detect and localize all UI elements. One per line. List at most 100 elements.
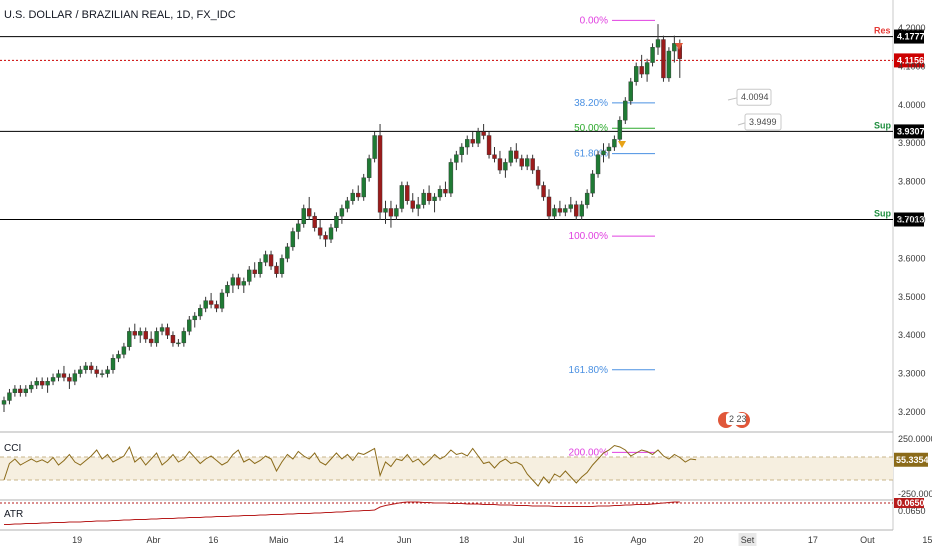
candle-body xyxy=(432,196,437,202)
candle-body xyxy=(661,39,666,79)
candle-body xyxy=(568,204,573,209)
candle-body xyxy=(595,154,601,175)
levels-layer: Res 4.1777 4.1156 Sup 3.9307 Sup 3.7013 xyxy=(0,26,925,227)
candle-body xyxy=(154,331,159,344)
candle-body xyxy=(623,100,628,121)
candle-body xyxy=(143,331,148,340)
candle-body xyxy=(535,169,541,186)
candle-body xyxy=(187,319,192,332)
atr-value-tag xyxy=(894,498,924,508)
candle-body xyxy=(116,354,121,359)
candle-body xyxy=(530,158,535,171)
cci-pane-label: CCI xyxy=(4,443,21,454)
candle-body xyxy=(67,377,72,382)
candle-body xyxy=(230,277,236,286)
price-tick-label: 3.4000 xyxy=(898,330,926,340)
time-tick-label: 14 xyxy=(334,535,344,545)
candle-body xyxy=(61,373,67,378)
cci-value-label: 55.3354 xyxy=(896,455,929,465)
cci-line xyxy=(3,444,697,487)
level-price-tag xyxy=(894,212,924,227)
candle-body xyxy=(612,139,617,148)
candle-body xyxy=(23,388,28,393)
candle-body xyxy=(634,66,639,82)
cci-pane: 250.0000 -250.0000 55.3354 xyxy=(3,434,932,499)
level-name: Sup xyxy=(874,209,892,219)
candle-body xyxy=(563,208,568,213)
candle-body xyxy=(394,208,399,217)
candle-body xyxy=(421,192,426,205)
fib-label: 38.20% xyxy=(574,98,608,109)
time-tick-label: Set xyxy=(741,535,755,545)
candle-body xyxy=(666,50,672,79)
candle-body xyxy=(176,342,181,345)
price-tick-label: 3.8000 xyxy=(898,177,926,187)
candle-body xyxy=(203,300,208,309)
time-tick-label: 17 xyxy=(808,535,818,545)
candle-body xyxy=(617,119,623,140)
candle-body xyxy=(388,208,394,217)
price-pane-bg xyxy=(0,0,893,432)
cci-tick-label: 250.0000 xyxy=(898,434,932,444)
candle-body xyxy=(99,373,105,375)
candle-body xyxy=(50,377,56,382)
time-tick-label: Maio xyxy=(269,535,289,545)
level-price-label: 3.7013 xyxy=(897,215,925,225)
candle-body xyxy=(552,208,557,217)
candle-body xyxy=(399,185,405,209)
candle-body xyxy=(127,331,132,347)
price-tick-label: 4.0000 xyxy=(898,100,926,110)
price-tick-label: 3.3000 xyxy=(898,369,926,379)
candle-body xyxy=(56,373,61,378)
time-tick-label: 15 xyxy=(922,535,932,545)
time-tick-label: Jun xyxy=(397,535,412,545)
candle-body xyxy=(405,185,410,202)
candle-body xyxy=(497,158,503,171)
candle-body xyxy=(377,135,383,213)
candle-body xyxy=(138,331,143,336)
candle-body xyxy=(214,304,219,309)
candle-body xyxy=(525,158,530,167)
candle-body xyxy=(503,162,508,171)
candle-body xyxy=(88,365,94,370)
price-tick-label: 3.6000 xyxy=(898,253,926,263)
time-tick-label: Jul xyxy=(513,535,525,545)
candle-body xyxy=(296,223,301,232)
candle-body xyxy=(426,192,432,201)
price-tick-label: 3.9000 xyxy=(898,138,926,148)
level-price-label: 4.1156 xyxy=(897,55,924,65)
level-price-tag xyxy=(894,29,924,44)
candle-body xyxy=(192,315,197,321)
projection-callout-box xyxy=(744,113,782,131)
candle-body xyxy=(590,173,595,194)
candle-body xyxy=(83,365,88,370)
candle-body xyxy=(454,154,459,163)
candle-body xyxy=(110,358,116,370)
candle-body xyxy=(219,292,225,309)
candle-body xyxy=(328,227,334,240)
candle-body xyxy=(279,258,285,274)
candle-body xyxy=(274,265,279,274)
candle-body xyxy=(481,131,486,136)
candle-body xyxy=(361,177,366,198)
candle-body xyxy=(410,200,415,209)
candle-body xyxy=(334,215,339,228)
time-tick-label: 16 xyxy=(574,535,584,545)
candle-body xyxy=(34,381,39,386)
price-tick-label: 4.2000 xyxy=(898,23,926,33)
level-price-label: 4.1777 xyxy=(897,32,925,42)
candle-body xyxy=(339,208,345,217)
event-badge-label: 2 23 xyxy=(729,414,747,424)
fib-label: 61.80% xyxy=(574,149,608,160)
candle-body xyxy=(18,388,23,393)
time-tick-label: 16 xyxy=(208,535,218,545)
candle-body xyxy=(416,204,421,209)
candle-body xyxy=(372,135,377,159)
candle-body xyxy=(546,196,552,217)
candle-body xyxy=(437,189,443,198)
candle-body xyxy=(366,158,372,178)
candle-body xyxy=(459,146,464,155)
candle-body xyxy=(486,135,492,155)
candle-body xyxy=(290,231,296,248)
